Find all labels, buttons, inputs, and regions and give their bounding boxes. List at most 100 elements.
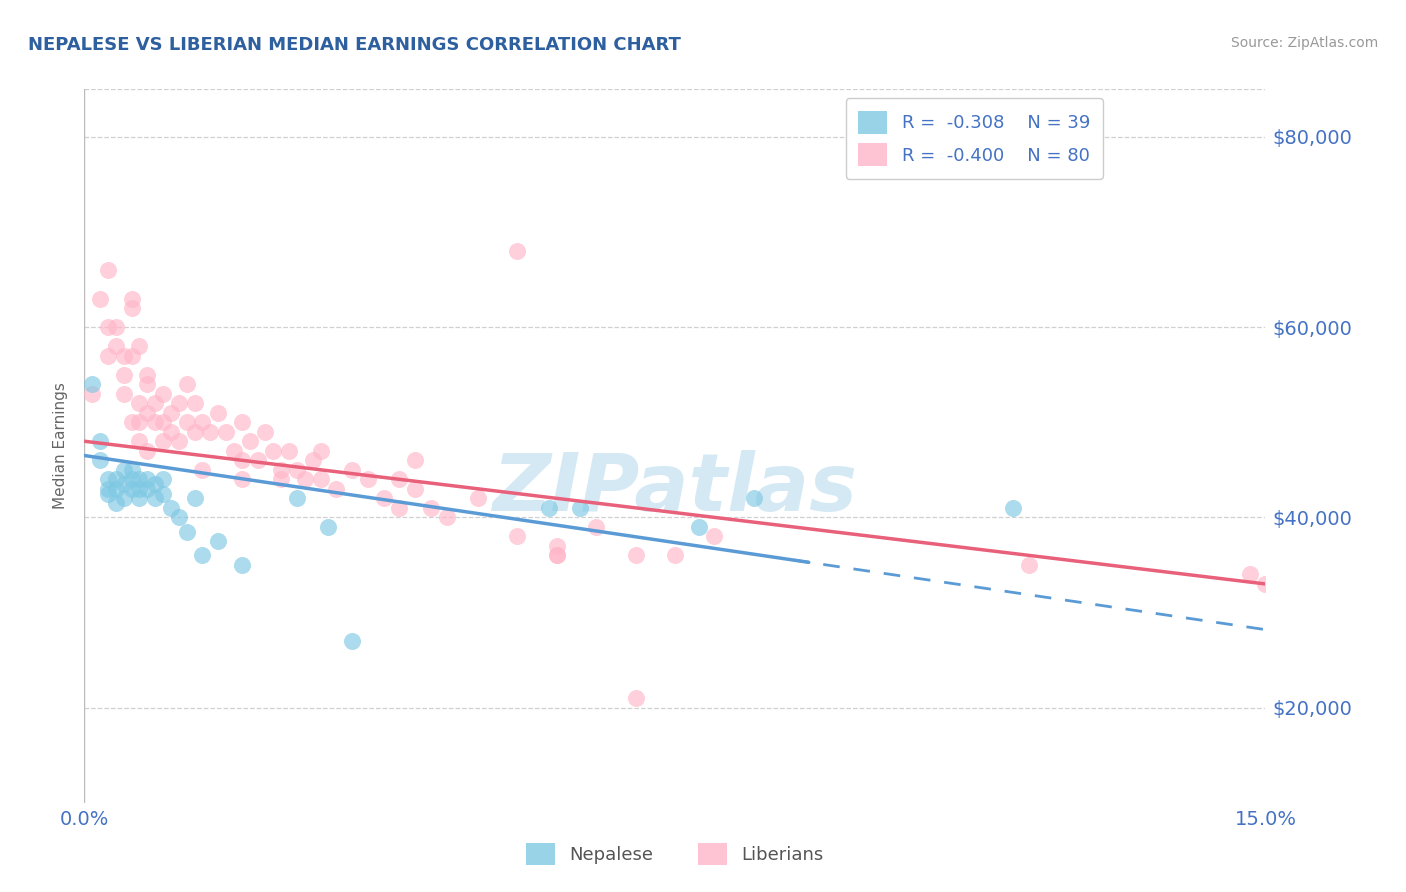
Point [340,463,363,477]
Point [97,349,120,363]
Point [112,368,135,382]
Point [200,425,222,439]
Text: NEPALESE VS LIBERIAN MEDIAN EARNINGS CORRELATION CHART: NEPALESE VS LIBERIAN MEDIAN EARNINGS COR… [28,36,681,54]
Point [152,486,174,500]
Point [136,482,159,496]
Point [176,415,198,429]
Point [246,453,269,467]
Point [89,292,111,306]
Point [121,292,143,306]
Point [112,491,135,506]
Point [467,491,489,506]
Point [152,434,174,449]
Point [1254,577,1277,591]
Point [160,425,183,439]
Point [506,529,529,543]
Point [143,477,166,491]
Point [301,453,323,467]
Point [167,510,190,524]
Point [215,425,238,439]
Point [1002,500,1025,515]
Text: Source: ZipAtlas.com: Source: ZipAtlas.com [1230,36,1378,50]
Point [136,368,159,382]
Point [152,415,174,429]
Point [128,339,150,353]
Point [183,396,205,410]
Point [183,425,205,439]
Point [97,263,120,277]
Point [167,396,190,410]
Point [742,491,765,506]
Point [136,472,159,486]
Point [285,491,308,506]
Point [191,415,214,429]
Point [128,472,150,486]
Point [128,396,150,410]
Point [207,534,229,549]
Point [160,406,183,420]
Point [143,396,166,410]
Point [436,510,458,524]
Point [97,472,120,486]
Point [373,491,395,506]
Point [419,500,441,515]
Point [128,415,150,429]
Point [262,443,284,458]
Point [569,500,592,515]
Point [703,529,725,543]
Point [222,443,245,458]
Point [239,434,262,449]
Point [309,443,332,458]
Point [89,453,111,467]
Point [104,472,127,486]
Point [104,339,127,353]
Point [254,425,277,439]
Point [231,472,253,486]
Point [688,520,710,534]
Point [231,453,253,467]
Point [97,320,120,334]
Point [112,463,135,477]
Point [112,349,135,363]
Point [136,443,159,458]
Point [285,463,308,477]
Point [121,349,143,363]
Point [546,539,568,553]
Point [1018,558,1040,572]
Point [1239,567,1261,582]
Point [270,463,292,477]
Point [97,486,120,500]
Point [357,472,380,486]
Point [191,463,214,477]
Point [231,558,253,572]
Point [152,386,174,401]
Point [121,482,143,496]
Point [270,472,292,486]
Point [121,463,143,477]
Y-axis label: Median Earnings: Median Earnings [53,383,69,509]
Point [231,415,253,429]
Point [624,691,647,706]
Point [121,301,143,315]
Point [128,482,150,496]
Point [183,491,205,506]
Point [624,549,647,563]
Point [128,434,150,449]
Point [121,415,143,429]
Point [82,377,104,392]
Point [136,406,159,420]
Point [112,477,135,491]
Point [121,472,143,486]
Point [207,406,229,420]
Point [664,549,686,563]
Point [294,472,316,486]
Point [167,434,190,449]
Point [325,482,347,496]
Point [404,453,426,467]
Point [143,415,166,429]
Point [309,472,332,486]
Point [128,491,150,506]
Point [160,500,183,515]
Point [388,472,411,486]
Point [585,520,607,534]
